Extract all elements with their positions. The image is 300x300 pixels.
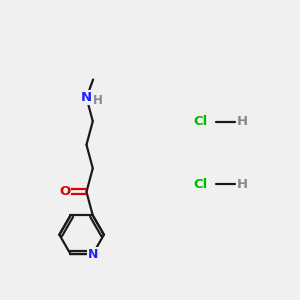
- Text: N: N: [88, 248, 98, 260]
- Text: H: H: [237, 178, 248, 191]
- Text: N: N: [81, 91, 92, 104]
- Text: H: H: [237, 115, 248, 128]
- Text: Cl: Cl: [194, 115, 208, 128]
- Text: Cl: Cl: [194, 178, 208, 191]
- Text: O: O: [59, 185, 70, 198]
- Text: H: H: [93, 94, 103, 106]
